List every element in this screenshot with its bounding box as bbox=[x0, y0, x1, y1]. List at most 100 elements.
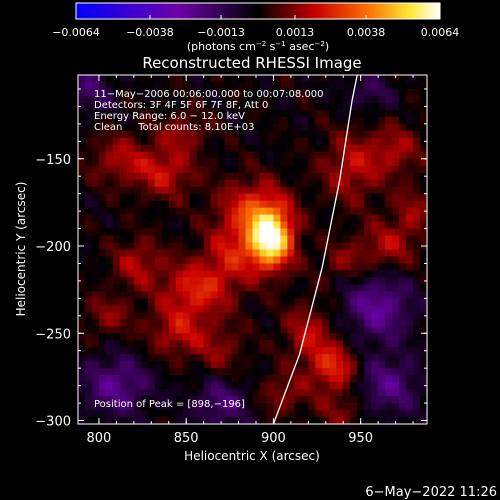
heatmap-pixel bbox=[119, 200, 128, 209]
heatmap-pixel bbox=[266, 382, 274, 390]
heatmap-pixel bbox=[357, 347, 365, 355]
heatmap-pixel bbox=[119, 340, 128, 348]
heatmap-pixel bbox=[336, 102, 344, 111]
heatmap-pixel bbox=[147, 228, 156, 237]
heatmap-pixel bbox=[322, 228, 330, 237]
heatmap-pixel bbox=[140, 410, 149, 418]
heatmap-pixel bbox=[392, 81, 400, 90]
heatmap-pixel bbox=[280, 249, 288, 257]
heatmap-pixel bbox=[126, 137, 135, 146]
heatmap-pixel bbox=[287, 326, 295, 334]
heatmap-pixel bbox=[91, 123, 100, 132]
heatmap-pixel bbox=[210, 410, 219, 418]
heatmap-pixel bbox=[119, 116, 128, 125]
heatmap-pixel bbox=[322, 172, 330, 181]
heatmap-pixel bbox=[280, 144, 288, 153]
heatmap-pixel bbox=[329, 298, 337, 306]
heatmap-pixel bbox=[154, 151, 163, 160]
heatmap-pixel bbox=[78, 165, 86, 174]
heatmap-pixel bbox=[133, 151, 142, 160]
x-tick-label: 950 bbox=[348, 431, 373, 446]
heatmap-pixel bbox=[91, 277, 100, 285]
heatmap-pixel bbox=[266, 144, 274, 153]
heatmap-pixel bbox=[280, 179, 288, 188]
heatmap-pixel bbox=[245, 193, 253, 202]
heatmap-pixel bbox=[105, 354, 114, 362]
heatmap-pixel bbox=[280, 75, 288, 83]
heatmap-pixel bbox=[78, 228, 86, 237]
heatmap-pixel bbox=[154, 221, 163, 230]
heatmap-pixel bbox=[385, 389, 393, 397]
heatmap-pixel bbox=[343, 116, 351, 125]
heatmap-pixel bbox=[301, 235, 309, 244]
heatmap-pixel bbox=[224, 75, 233, 83]
heatmap-pixel bbox=[112, 249, 121, 257]
heatmap-pixel bbox=[210, 382, 219, 390]
heatmap-pixel bbox=[392, 144, 400, 153]
heatmap-pixel bbox=[287, 410, 295, 418]
heatmap-pixel bbox=[231, 179, 240, 188]
heatmap-pixel bbox=[217, 186, 226, 195]
heatmap-pixel bbox=[259, 354, 267, 362]
heatmap-pixel bbox=[231, 235, 240, 244]
heatmap-pixel bbox=[294, 81, 302, 90]
heatmap-pixel bbox=[126, 158, 135, 167]
heatmap-pixel bbox=[133, 368, 142, 376]
heatmap-pixel bbox=[420, 151, 427, 160]
heatmap-pixel bbox=[154, 284, 163, 292]
heatmap-pixel bbox=[378, 228, 386, 237]
heatmap-pixel bbox=[105, 165, 114, 174]
heatmap-pixel bbox=[105, 389, 114, 397]
heatmap-pixel bbox=[112, 81, 121, 90]
heatmap-pixel bbox=[196, 396, 205, 404]
heatmap-pixel bbox=[406, 165, 414, 174]
heatmap-pixel bbox=[189, 207, 198, 216]
heatmap-pixel bbox=[112, 284, 121, 292]
heatmap-pixel bbox=[133, 172, 142, 181]
heatmap-pixel bbox=[259, 221, 267, 230]
heatmap-pixel bbox=[154, 263, 163, 271]
heatmap-pixel bbox=[210, 242, 219, 250]
heatmap-pixel bbox=[133, 312, 142, 320]
heatmap-pixel bbox=[210, 228, 219, 237]
heatmap-pixel bbox=[217, 298, 226, 306]
heatmap-pixel bbox=[217, 319, 226, 327]
heatmap-pixel bbox=[266, 298, 274, 306]
heatmap-pixel bbox=[78, 144, 86, 153]
heatmap-pixel bbox=[420, 312, 427, 320]
heatmap-pixel bbox=[78, 249, 86, 257]
heatmap-pixel bbox=[252, 228, 260, 237]
heatmap-pixel bbox=[168, 116, 177, 125]
heatmap-pixel bbox=[399, 326, 407, 334]
heatmap-pixel bbox=[413, 235, 421, 244]
heatmap-pixel bbox=[245, 81, 253, 90]
heatmap-pixel bbox=[238, 242, 247, 250]
heatmap-pixel bbox=[189, 200, 198, 209]
heatmap-pixel bbox=[147, 340, 156, 348]
heatmap-pixel bbox=[154, 88, 163, 97]
heatmap-pixel bbox=[301, 375, 309, 383]
heatmap-pixel bbox=[126, 102, 135, 111]
heatmap-pixel bbox=[203, 207, 212, 216]
heatmap-pixel bbox=[357, 193, 365, 202]
heatmap-pixel bbox=[196, 410, 205, 418]
heatmap-pixel bbox=[378, 403, 386, 411]
heatmap-pixel bbox=[147, 382, 156, 390]
heatmap-pixel bbox=[392, 221, 400, 230]
heatmap-pixel bbox=[329, 319, 337, 327]
heatmap-pixel bbox=[371, 151, 379, 160]
heatmap-pixel bbox=[231, 186, 240, 195]
heatmap-pixel bbox=[336, 319, 344, 327]
heatmap-pixel bbox=[98, 319, 107, 327]
heatmap-pixel bbox=[182, 256, 191, 264]
heatmap-pixel bbox=[343, 410, 351, 418]
heatmap-pixel bbox=[420, 361, 427, 369]
heatmap-pixel bbox=[133, 116, 142, 125]
heatmap-pixel bbox=[231, 326, 240, 334]
heatmap-pixel bbox=[385, 333, 393, 341]
heatmap-pixel bbox=[78, 347, 86, 355]
heatmap-pixel bbox=[259, 256, 267, 264]
heatmap-pixel bbox=[259, 88, 267, 97]
heatmap-pixel bbox=[245, 340, 253, 348]
heatmap-pixel bbox=[259, 207, 267, 216]
